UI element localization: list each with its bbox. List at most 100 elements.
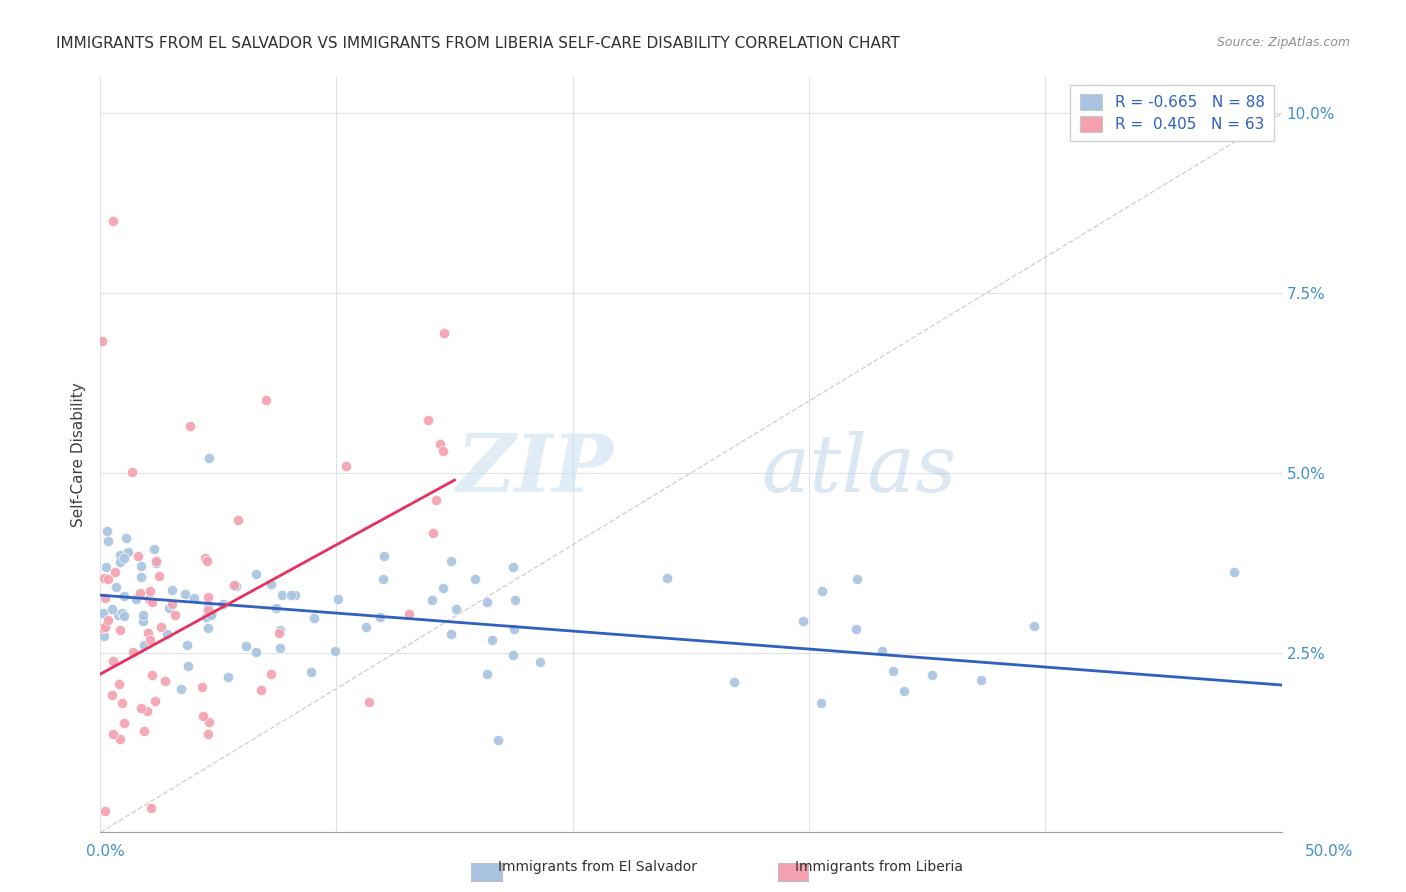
Point	[226, 513, 249, 527]
Point	[134, 638, 156, 652]
Point	[266, 601, 288, 615]
Point	[503, 622, 526, 636]
Point	[197, 603, 219, 617]
Point	[129, 559, 152, 574]
Point	[104, 580, 127, 594]
Point	[197, 450, 219, 465]
Point	[132, 608, 155, 623]
Point	[115, 531, 138, 545]
Point	[222, 578, 245, 592]
Point	[101, 601, 124, 615]
Point	[193, 709, 215, 723]
Point	[124, 591, 146, 606]
Point	[97, 614, 120, 628]
Point	[464, 572, 486, 586]
Text: atlas: atlas	[762, 431, 957, 508]
Text: ZIP: ZIP	[457, 431, 614, 508]
Point	[197, 590, 219, 604]
Point	[323, 644, 346, 658]
Point	[845, 572, 868, 586]
Point	[177, 659, 200, 673]
Point	[138, 592, 160, 607]
Point	[422, 526, 444, 541]
Point	[370, 609, 392, 624]
Point	[183, 591, 205, 605]
Point	[136, 705, 159, 719]
Text: 0.0%: 0.0%	[86, 845, 125, 859]
Text: Source: ZipAtlas.com: Source: ZipAtlas.com	[1216, 36, 1350, 49]
Point	[145, 554, 167, 568]
Point	[101, 727, 124, 741]
Point	[270, 588, 292, 602]
Point	[444, 602, 467, 616]
Point	[93, 572, 115, 586]
Point	[326, 591, 349, 606]
Point	[245, 566, 267, 581]
Point	[138, 632, 160, 647]
Point	[373, 549, 395, 563]
Text: 50.0%: 50.0%	[1305, 845, 1353, 859]
Point	[94, 804, 117, 818]
Point	[103, 214, 125, 228]
Y-axis label: Self-Care Disability: Self-Care Disability	[72, 383, 86, 527]
Point	[156, 627, 179, 641]
Point	[723, 674, 745, 689]
Point	[143, 542, 166, 557]
Text: IMMIGRANTS FROM EL SALVADOR VS IMMIGRANTS FROM LIBERIA SELF-CARE DISABILITY CORR: IMMIGRANTS FROM EL SALVADOR VS IMMIGRANT…	[56, 36, 900, 51]
Point	[245, 645, 267, 659]
Point	[129, 569, 152, 583]
Point	[112, 589, 135, 603]
Point	[477, 667, 499, 681]
Point	[418, 413, 440, 427]
Point	[117, 545, 139, 559]
Point	[502, 648, 524, 662]
Point	[112, 551, 135, 566]
Point	[425, 493, 447, 508]
Point	[141, 667, 163, 681]
Point	[97, 533, 120, 548]
Point	[503, 593, 526, 607]
Point	[94, 620, 117, 634]
Point	[486, 733, 509, 747]
Point	[260, 577, 283, 591]
Point	[284, 588, 307, 602]
Point	[163, 607, 186, 622]
Point	[810, 584, 832, 599]
Point	[157, 600, 180, 615]
Point	[1223, 565, 1246, 579]
Point	[429, 437, 451, 451]
Point	[91, 606, 114, 620]
Point	[136, 626, 159, 640]
Point	[420, 592, 443, 607]
Point	[432, 444, 454, 458]
Point	[250, 682, 273, 697]
Text: Immigrants from El Salvador: Immigrants from El Salvador	[498, 860, 697, 874]
Point	[160, 582, 183, 597]
Point	[792, 614, 814, 628]
Point	[217, 670, 239, 684]
Text: Immigrants from Liberia: Immigrants from Liberia	[794, 860, 963, 874]
Point	[153, 673, 176, 688]
Point	[127, 549, 149, 563]
Point	[197, 621, 219, 635]
Point	[143, 694, 166, 708]
Point	[141, 594, 163, 608]
Point	[132, 615, 155, 629]
Point	[112, 716, 135, 731]
Point	[107, 677, 129, 691]
Point	[96, 524, 118, 538]
Point	[104, 566, 127, 580]
Point	[225, 579, 247, 593]
Point	[477, 595, 499, 609]
Point	[439, 554, 461, 568]
Point	[194, 551, 217, 566]
Point	[198, 714, 221, 729]
Point	[179, 418, 201, 433]
Point	[108, 548, 131, 562]
Point	[139, 800, 162, 814]
Point	[502, 559, 524, 574]
Point	[108, 555, 131, 569]
Point	[94, 559, 117, 574]
Point	[121, 465, 143, 479]
Point	[269, 623, 291, 637]
